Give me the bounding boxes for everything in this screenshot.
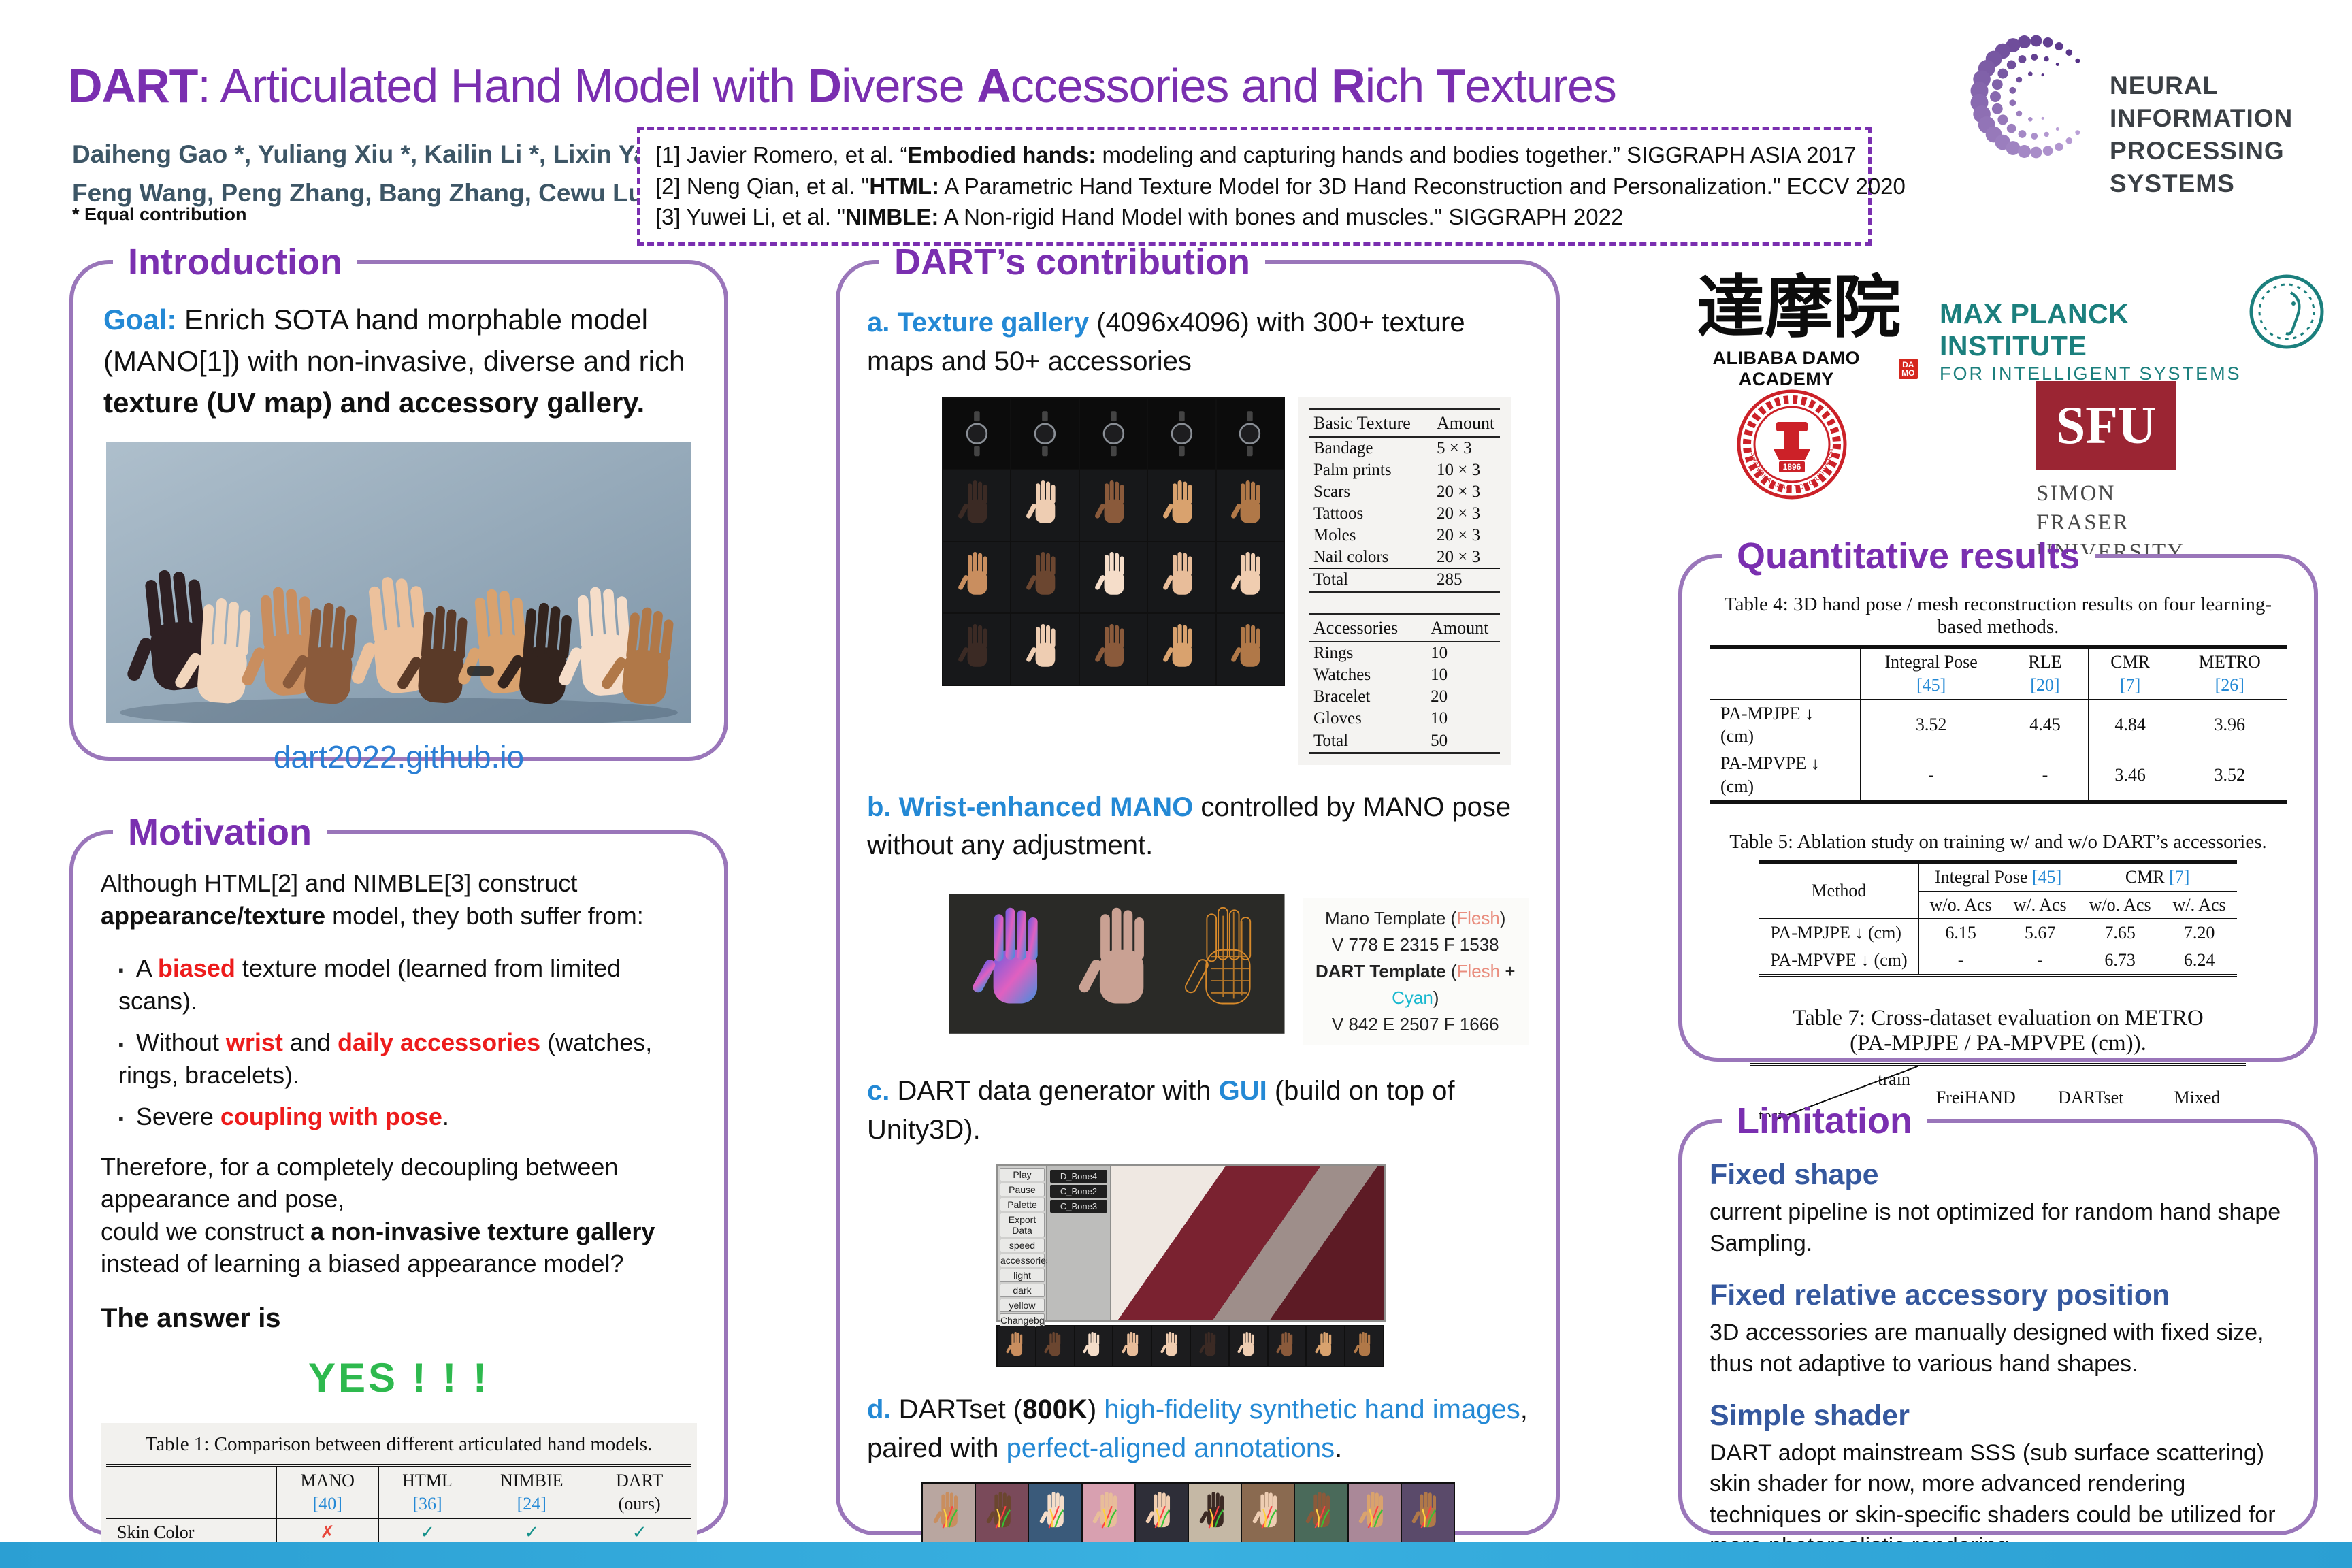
project-link[interactable]: dart2022.github.io <box>273 738 525 774</box>
table4: Integral Pose [45] RLE [20] CMR [7] METRO [… <box>1710 645 2287 804</box>
neurips-wordmark: NEURAL INFORMATION PROCESSING SYSTEMS <box>2110 71 2293 198</box>
gui-figure: Play Pause Palette Export Data speed accessor… <box>996 1164 1386 1327</box>
gui-bone-column: D_Bone4 C_Bone2 C_Bone3 <box>1047 1166 1110 1320</box>
motivation-bullet-1: A biased texture model (learned from lim… <box>118 952 697 1017</box>
mpi-subtitle: FOR INTELLIGENT SYSTEMS <box>1940 363 2242 384</box>
answer-label: The answer is <box>101 1303 281 1333</box>
reference-1: [1] Javier Romero, et al. “Embodied hand… <box>655 142 1857 167</box>
neurips-logo: NEURAL INFORMATION PROCESSING SYSTEMS <box>1967 27 2341 197</box>
motivation-bullet-2: Without wrist and daily accessories (wat… <box>118 1026 697 1091</box>
section-limitation: Limitation Fixed shape current pipeline … <box>1678 1100 2318 1559</box>
limitation-item-title: Simple shader <box>1710 1399 1910 1432</box>
table1-caption: Table 1: Comparison between different ar… <box>145 1433 653 1455</box>
motivation-paragraph-1: Although HTML[2] and NIMBLE[3] construct… <box>101 869 644 930</box>
damo-logo: 達摩院 ALIBABA DAMO ACADEMY DA MO <box>1680 272 1918 390</box>
contribution-item-d: d. DARTset (800K) high-fidelity syntheti… <box>867 1394 1528 1463</box>
contribution-item-c: c. DART data generator with GUI (build o… <box>867 1076 1455 1145</box>
table7-caption: Table 7: Cross-dataset evaluation on MET… <box>1793 1005 2204 1056</box>
damo-cjk-text: 達摩院 <box>1697 270 1901 346</box>
limitation-item-3: Simple shader DART adopt mainstream SSS … <box>1710 1399 2287 1563</box>
contribution-heading: DART’s contribution <box>894 242 1250 282</box>
section-quantitative-results: Quantitative results Table 4: 3D hand po… <box>1678 536 2318 1188</box>
damo-label: ALIBABA DAMO ACADEMY <box>1712 348 1861 389</box>
quantitative-heading: Quantitative results <box>1737 536 2080 576</box>
damo-badge-icon: DA MO <box>1898 359 1918 379</box>
gui-button-column: Play Pause Palette Export Data speed accessor… <box>998 1166 1051 1327</box>
basic-texture-table: Basic Texture Amount Bandage 5 × 3 Palm prin… <box>1309 408 1500 593</box>
gui-scene-view <box>1111 1166 1384 1320</box>
motivation-paragraph-2: Therefore, for a completely decoupling b… <box>101 1152 655 1278</box>
references-box: [1] Javier Romero, et al. “Embodied hand… <box>637 127 1906 246</box>
answer-yes: YES ! ! ! <box>308 1355 489 1401</box>
sfu-abbr: SFU <box>2036 381 2176 470</box>
wrist-mano-figure: Mano Template (Flesh) V 778 E 2315 F 153… <box>949 879 1529 1049</box>
hand-gallery-image <box>106 441 691 723</box>
mpi-name: MAX PLANCK INSTITUTE <box>1940 298 2129 361</box>
contribution-item-b: b. Wrist-enhanced MANO controlled by MAN… <box>867 791 1512 861</box>
section-introduction: Introduction Goal: Enrich SOTA hand morp… <box>69 242 728 774</box>
texture-tables-panel: Basic Texture Amount Bandage 5 × 3 Palm prin… <box>1298 397 1511 765</box>
wrist-mano-image <box>949 894 1285 1034</box>
motivation-bullet-3: Severe coupling with pose. <box>118 1100 697 1133</box>
limitation-item-2: Fixed relative accessory position 3D acc… <box>1710 1279 2287 1380</box>
authors-line-1: Daiheng Gao *, Yuliang Xiu *, Kailin Li … <box>72 140 702 168</box>
mano-caption: Mano Template (Flesh) V 778 E 2315 F 153… <box>1302 898 1529 1045</box>
texture-gallery-figure: Basic Texture Amount Bandage 5 × 3 Palm prin… <box>942 397 1529 765</box>
mpi-logo: MAX PLANCK INSTITUTE FOR INTELLIGENT SYS… <box>1940 298 2253 385</box>
gui-hand-strip <box>996 1324 1384 1367</box>
sjtu-year: 1896 <box>1783 462 1801 472</box>
section-contribution: DART’s contribution a. Texture gallery (… <box>836 242 1560 1568</box>
footer-bar <box>0 1542 2352 1568</box>
sjtu-seal-icon: 1896 SHANGHAI JIAO TONG UNIVERSITY <box>1734 387 1847 500</box>
limitation-item-title: Fixed shape <box>1710 1158 1879 1191</box>
reference-3: [3] Yuwei Li, et al. "NIMBLE: A Non-rigi… <box>655 204 1624 230</box>
limitation-heading: Limitation <box>1737 1100 1912 1141</box>
section-motivation: Motivation Although HTML[2] and NIMBLE[3… <box>69 812 728 1568</box>
limitation-item-title: Fixed relative accessory position <box>1710 1278 2170 1311</box>
table5-caption: Table 5: Ablation study on training w/ a… <box>1729 830 2267 853</box>
mpi-minerva-icon <box>2249 274 2324 349</box>
contribution-item-a: a. Texture gallery (4096x4096) with 300+… <box>867 308 1465 376</box>
limitation-item-body: current pipeline is not optimized for ra… <box>1710 1199 2281 1256</box>
accessories-table: Accessories Amount Rings 10 Watches 10 Bracele… <box>1309 612 1500 754</box>
motivation-heading: Motivation <box>128 812 312 853</box>
equal-contribution-note: * Equal contribution <box>72 204 247 225</box>
reference-2: [2] Neng Qian, et al. "HTML: A Parametri… <box>655 173 1906 199</box>
introduction-heading: Introduction <box>128 242 342 282</box>
motivation-bullet-list: A biased texture model (learned from lim… <box>101 952 697 1133</box>
limitation-item-1: Fixed shape current pipeline is not opti… <box>1710 1158 2287 1260</box>
table5: Method Integral Pose [45] CMR [7] w/o. Acs w… <box>1710 860 2287 977</box>
poster-title: DART: Articulated Hand Model with Divers… <box>68 59 1617 112</box>
limitation-item-body: 3D accessories are manually designed wit… <box>1710 1319 2264 1377</box>
texture-gallery-image <box>942 397 1285 686</box>
goal-text: Goal: Enrich SOTA hand morphable model (… <box>103 304 685 419</box>
neurips-dots-icon <box>1970 35 2080 159</box>
table4-caption: Table 4: 3D hand pose / mesh reconstruct… <box>1724 593 2272 638</box>
